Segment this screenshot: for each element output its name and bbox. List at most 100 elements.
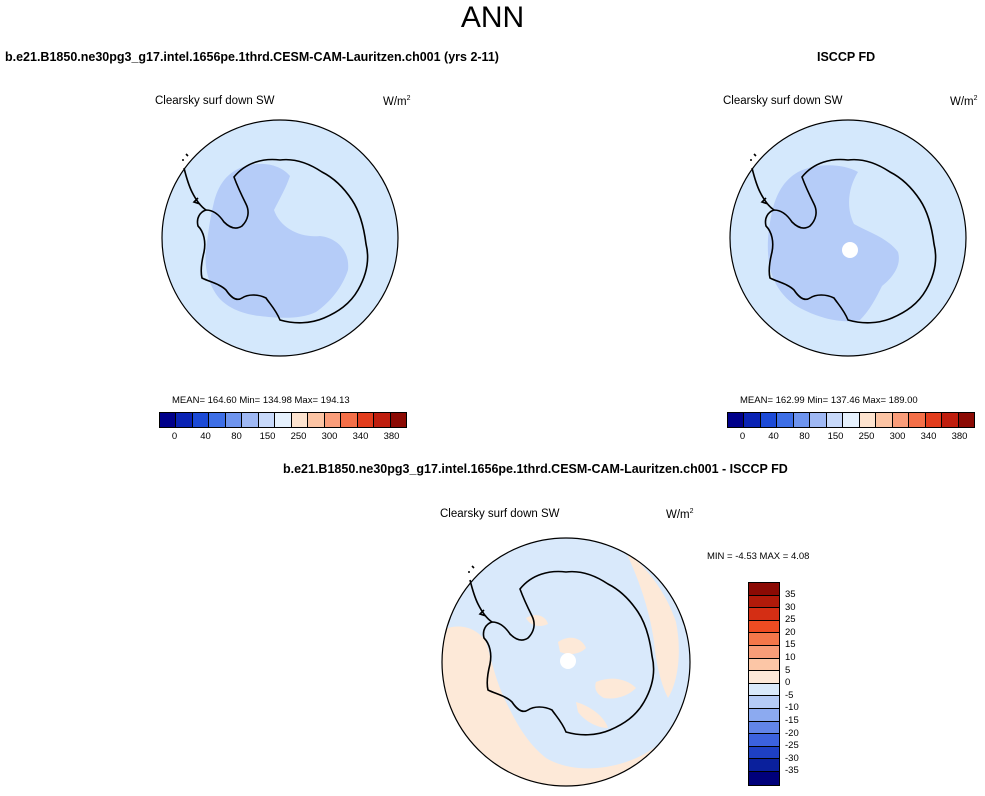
colorbar-swatch (909, 413, 926, 427)
colorbar-swatch (258, 413, 276, 427)
obs-colorbar (727, 412, 975, 428)
colorbar-swatch (925, 413, 943, 427)
colorbar-swatch (892, 413, 910, 427)
colorbar-swatch (291, 413, 309, 427)
colorbar-tick-label: -25 (785, 740, 799, 752)
colorbar-swatch (160, 413, 177, 427)
colorbar-tick-label: 0 (785, 677, 791, 689)
colorbar-swatch (760, 413, 778, 427)
colorbar-swatch (749, 721, 779, 735)
colorbar-swatch (749, 620, 779, 634)
diff-colorbar-labels: 35 30 25 20 15 10 5 0 -5 -10 -15 -20 -25 -30 -35 (785, 589, 799, 778)
colorbar-tick-label: -35 (785, 765, 799, 777)
obs-polar-map (729, 119, 967, 357)
diff-stats: MIN = -4.53 MAX = 4.08 (707, 551, 810, 562)
obs-stats: MEAN= 162.99 Min= 137.46 Max= 189.00 (740, 395, 918, 406)
diff-panel-title: b.e21.B1850.ne30pg3_g17.intel.1656pe.1th… (283, 462, 788, 476)
colorbar-swatch (192, 413, 210, 427)
colorbar-swatch (749, 759, 779, 772)
colorbar-tick-label: 380 (383, 431, 400, 442)
obs-variable-label: Clearsky surf down SW (723, 95, 843, 107)
colorbar-swatch (728, 413, 745, 427)
diff-missing-data-pole (560, 653, 576, 669)
colorbar-tick-label: 30 (785, 601, 796, 613)
colorbar-tick-label: -10 (785, 702, 799, 714)
colorbar-swatch (324, 413, 342, 427)
colorbar-swatch (958, 413, 975, 427)
colorbar-swatch (225, 413, 243, 427)
colorbar-swatch (749, 633, 779, 646)
obs-colorbar-swatches (727, 412, 975, 428)
model-colorbar-labels: 0 40 80 150 250 300 340 380 (159, 431, 407, 442)
diff-variable-label: Clearsky surf down SW (440, 508, 560, 520)
colorbar-tick-label: 300 (321, 431, 338, 442)
colorbar-swatch (209, 413, 226, 427)
colorbar-swatch (749, 771, 779, 785)
colorbar-tick-label: 20 (785, 626, 796, 638)
colorbar-tick-label: 80 (231, 431, 242, 442)
model-panel-title: b.e21.B1850.ne30pg3_g17.intel.1656pe.1th… (5, 50, 499, 64)
colorbar-tick-label: 15 (785, 639, 796, 651)
colorbar-tick-label: 250 (290, 431, 307, 442)
colorbar-swatch (744, 413, 761, 427)
colorbar-swatch (749, 708, 779, 722)
diff-units-label: W/m2 (666, 508, 694, 521)
diff-polar-map (441, 537, 691, 787)
colorbar-swatch (843, 413, 860, 427)
colorbar-swatch (810, 413, 827, 427)
colorbar-tick-label: 0 (739, 431, 746, 442)
colorbar-swatch (176, 413, 193, 427)
colorbar-swatch (357, 413, 375, 427)
obs-panel-title: ISCCP FD (817, 50, 876, 64)
obs-missing-data-pole (842, 242, 858, 258)
colorbar-tick-label: 35 (785, 589, 796, 600)
colorbar-swatch (341, 413, 358, 427)
colorbar-tick-label: -15 (785, 714, 799, 726)
colorbar-swatch (826, 413, 844, 427)
diff-colorbar (748, 582, 780, 786)
colorbar-tick-label: 25 (785, 614, 796, 626)
colorbar-tick-label: 40 (768, 431, 779, 442)
colorbar-swatch (749, 608, 779, 621)
colorbar-tick-label: 250 (858, 431, 875, 442)
model-polar-map (161, 119, 399, 357)
colorbar-swatch (749, 595, 779, 609)
colorbar-swatch (876, 413, 893, 427)
colorbar-tick-label: 150 (827, 431, 844, 442)
colorbar-swatch (749, 746, 779, 760)
model-stats: MEAN= 164.60 Min= 134.98 Max= 194.13 (172, 395, 350, 406)
colorbar-tick-label: -5 (785, 689, 794, 701)
colorbar-swatch (749, 734, 779, 747)
colorbar-swatch (749, 683, 779, 697)
colorbar-swatch (749, 696, 779, 709)
colorbar-swatch (749, 645, 779, 659)
colorbar-swatch (390, 413, 407, 427)
colorbar-tick-label: 0 (171, 431, 178, 442)
obs-colorbar-labels: 0 40 80 150 250 300 340 380 (727, 431, 975, 442)
model-colorbar (159, 412, 407, 428)
obs-low-sw-region (767, 165, 899, 322)
colorbar-swatch (308, 413, 325, 427)
colorbar-tick-label: 340 (920, 431, 937, 442)
colorbar-swatch (859, 413, 877, 427)
colorbar-tick-label: -30 (785, 752, 799, 764)
obs-units-label: W/m2 (950, 95, 978, 108)
model-units-label: W/m2 (383, 95, 411, 108)
colorbar-tick-label: 150 (259, 431, 276, 442)
colorbar-swatch (749, 671, 779, 684)
model-colorbar-swatches (159, 412, 407, 428)
colorbar-tick-label: 300 (889, 431, 906, 442)
colorbar-tick-label: 380 (951, 431, 968, 442)
model-variable-label: Clearsky surf down SW (155, 95, 275, 107)
colorbar-swatch (242, 413, 259, 427)
colorbar-tick-label: 5 (785, 664, 791, 676)
colorbar-swatch (777, 413, 794, 427)
colorbar-swatch (275, 413, 292, 427)
colorbar-tick-label: -20 (785, 727, 799, 739)
colorbar-swatch (942, 413, 959, 427)
colorbar-swatch (374, 413, 391, 427)
main-title: ANN (460, 1, 525, 34)
colorbar-tick-label: 340 (352, 431, 369, 442)
colorbar-tick-label: 10 (785, 651, 796, 663)
colorbar-tick-label: 40 (200, 431, 211, 442)
